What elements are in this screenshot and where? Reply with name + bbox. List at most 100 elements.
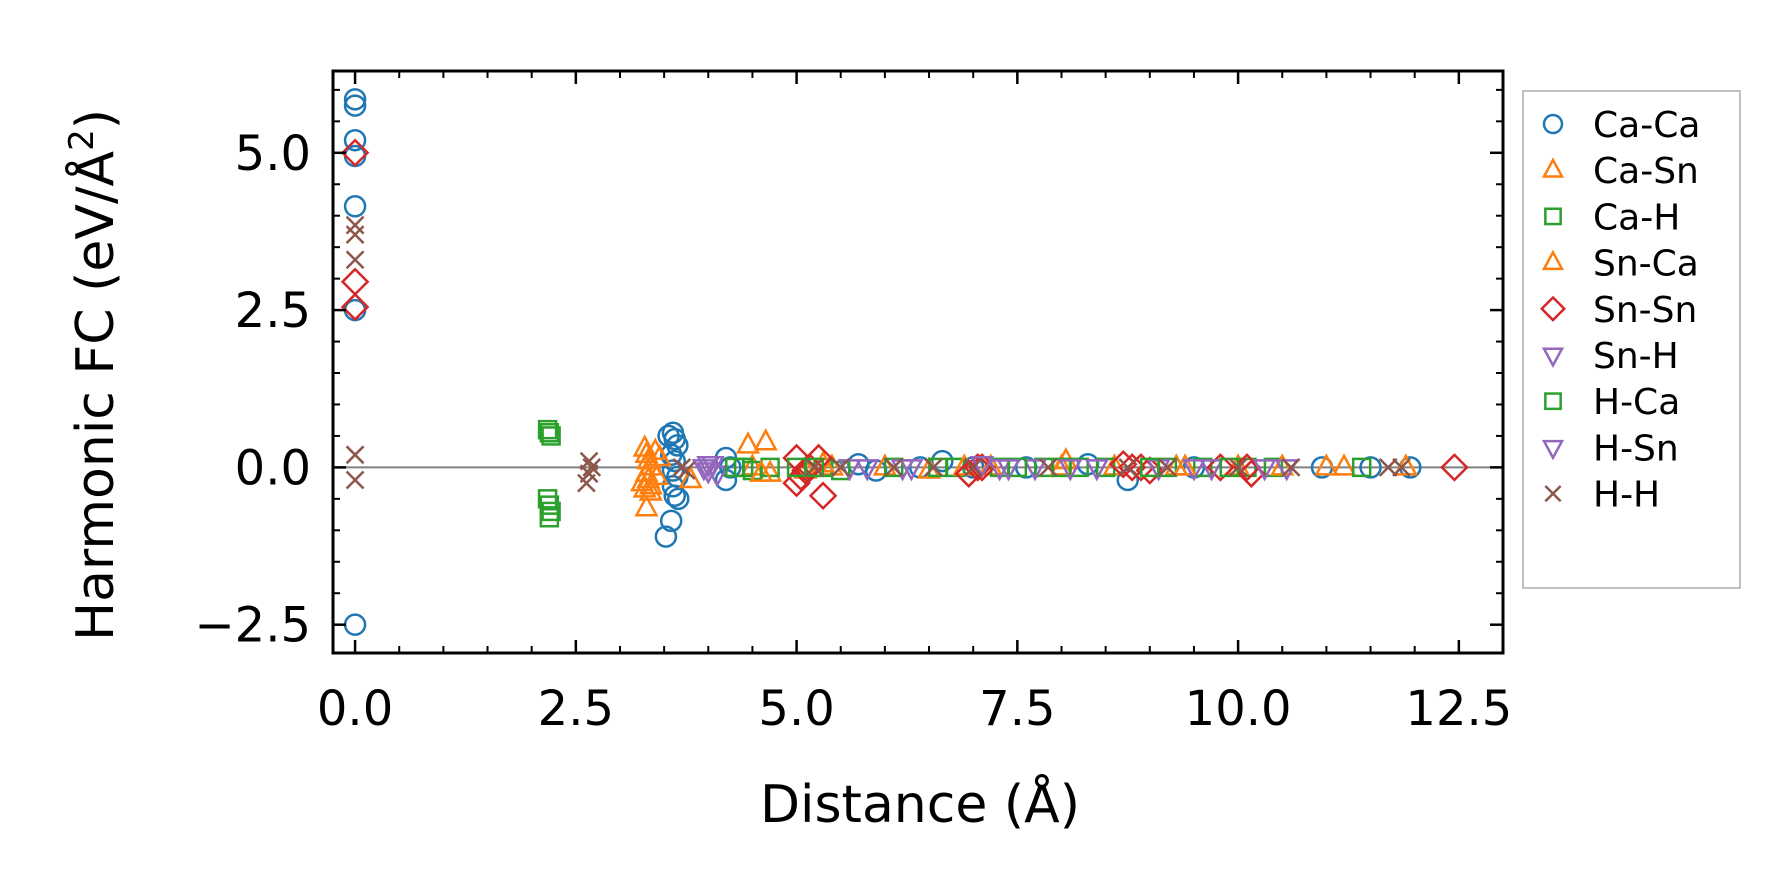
data-point-sn-sn <box>954 459 984 488</box>
legend-label-h-sn: H-Sn <box>1593 428 1679 469</box>
data-point-ca-ca <box>343 128 367 152</box>
data-point-ca-sn <box>1331 453 1357 476</box>
data-point-sn-sn <box>340 138 370 168</box>
y-axis-label-superscript: 2 <box>62 129 102 151</box>
data-point-h-ca <box>804 457 824 478</box>
data-point-ca-h <box>1351 457 1372 478</box>
legend-label-h-h: H-H <box>1593 475 1660 516</box>
data-point-ca-ca <box>663 449 686 473</box>
data-point-ca-sn <box>735 431 761 454</box>
data-point-ca-ca <box>1116 468 1139 492</box>
data-point-h-ca <box>1140 457 1160 478</box>
data-point-sn-ca <box>647 443 672 467</box>
data-point-h-sn <box>1252 459 1277 482</box>
data-point-h-h <box>804 458 824 477</box>
data-point-ca-h <box>539 507 560 528</box>
data-point-ca-ca <box>661 459 685 482</box>
data-point-ca-h <box>1193 457 1213 478</box>
x-tick-label: 2.5 <box>538 681 614 737</box>
axis-tick-labels: 0.0 2.5 5.0 7.5 10.0 12.5−2.50.02.55.0 <box>194 126 1512 737</box>
legend-label-sn-sn: Sn-Sn <box>1593 290 1697 331</box>
legend-marker-h-ca <box>1544 392 1562 411</box>
data-point-ca-ca <box>659 509 683 533</box>
data-point-h-h <box>577 473 596 493</box>
data-point-h-h <box>582 458 602 477</box>
data-point-ca-ca <box>343 94 367 117</box>
data-point-ca-ca <box>931 449 954 473</box>
data-point-h-h <box>831 458 851 477</box>
data-point-sn-h <box>705 465 730 488</box>
legend-marker-sn-sn <box>1539 295 1567 322</box>
x-tick-label: 5.0 <box>758 681 834 737</box>
series-h-h <box>345 215 1411 493</box>
data-point-h-h <box>1118 458 1138 477</box>
data-point-sn-sn <box>1440 453 1469 482</box>
data-point-ca-sn <box>634 494 659 517</box>
data-point-h-h <box>1281 458 1301 477</box>
data-point-sn-h <box>969 455 995 479</box>
data-point-ca-ca <box>663 484 686 507</box>
y-tick-label: 0.0 <box>235 440 311 496</box>
legend-marker-sn-ca <box>1541 249 1565 271</box>
data-point-ca-ca <box>667 487 690 511</box>
y-axis-label: Harmonic FC (eV/Å2) <box>62 109 126 641</box>
y-axis-label-end: ) <box>66 109 126 129</box>
data-point-h-h <box>345 250 365 270</box>
data-point-h-sn <box>1181 459 1207 482</box>
y-tick-label: 2.5 <box>235 283 311 339</box>
legend-marker-h-sn <box>1541 439 1565 461</box>
data-point-h-ca <box>725 457 745 478</box>
data-point-ca-sn <box>1314 453 1339 476</box>
data-point-h-sn <box>855 459 880 482</box>
data-point-ca-h <box>541 501 561 522</box>
legend-marker-h-h <box>1544 485 1562 503</box>
data-point-ca-sn <box>753 428 778 451</box>
legend-label-ca-ca: Ca-Ca <box>1593 105 1700 146</box>
data-point-sn-sn <box>782 468 811 498</box>
legend-label-ca-sn: Ca-Sn <box>1593 151 1699 192</box>
legend-items: Ca-Ca Ca-Sn Ca-H Sn-Ca Sn-Sn Sn-H H-Ca H-Sn H-H <box>1539 105 1700 516</box>
data-point-sn-sn <box>340 292 370 322</box>
legend-marker-ca-h <box>1544 207 1562 226</box>
data-point-sn-sn <box>1206 453 1235 482</box>
data-point-h-h <box>1378 458 1398 477</box>
legend-label-sn-ca: Sn-Ca <box>1593 244 1699 285</box>
plot-frame <box>331 69 1505 655</box>
x-tick-label: 0.0 <box>317 681 393 737</box>
data-point-h-h <box>1392 458 1411 477</box>
data-points <box>340 88 1469 636</box>
data-point-h-h <box>1228 458 1248 477</box>
legend-marker-sn-h <box>1541 347 1565 368</box>
y-tick-label: 5.0 <box>235 126 311 182</box>
data-point-ca-ca <box>657 424 680 448</box>
legend-marker-ca-ca <box>1542 113 1564 135</box>
data-point-sn-h <box>1084 459 1109 482</box>
x-tick-label: 7.5 <box>979 681 1055 737</box>
data-point-ca-h <box>883 457 904 478</box>
data-point-ca-h <box>539 495 560 515</box>
data-point-ca-ca <box>343 195 367 218</box>
x-tick-label: 12.5 <box>1405 681 1512 737</box>
data-point-ca-ca <box>1359 456 1382 479</box>
data-point-h-sn <box>996 459 1021 482</box>
data-point-h-h <box>345 215 365 235</box>
data-point-h-h <box>1158 458 1177 477</box>
data-point-sn-h <box>1022 459 1048 482</box>
data-point-h-ca <box>1051 457 1072 478</box>
data-point-sn-ca <box>749 459 774 482</box>
axis-ticks <box>333 71 1504 653</box>
x-axis-label: Distance (Å) <box>760 773 1080 835</box>
data-point-h-h <box>1038 458 1058 477</box>
data-point-sn-ca <box>1049 453 1074 476</box>
data-point-h-h <box>884 458 904 477</box>
data-point-h-h <box>963 458 983 477</box>
data-point-h-ca <box>928 457 948 478</box>
data-point-h-h <box>676 461 696 480</box>
data-point-h-h <box>345 445 365 465</box>
data-point-ca-h <box>541 426 561 446</box>
legend-label-h-ca: H-Ca <box>1593 382 1680 423</box>
data-point-sn-ca <box>629 468 655 492</box>
data-point-ca-h <box>537 489 558 509</box>
data-point-h-sn <box>1058 459 1083 482</box>
